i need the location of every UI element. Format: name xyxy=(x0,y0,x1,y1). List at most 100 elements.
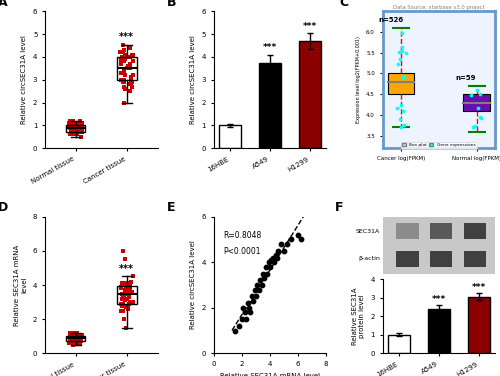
Text: n=59: n=59 xyxy=(456,75,476,81)
Point xyxy=(117,58,125,64)
Point xyxy=(127,77,135,83)
Point xyxy=(77,338,85,344)
Point xyxy=(120,316,128,322)
Point xyxy=(297,237,305,243)
Point xyxy=(252,293,260,299)
Point xyxy=(477,115,485,121)
Point xyxy=(126,54,134,60)
Point xyxy=(126,299,134,305)
Point xyxy=(70,340,78,346)
Point xyxy=(67,120,75,126)
Point xyxy=(120,79,128,85)
Point xyxy=(122,56,130,62)
Point xyxy=(76,338,84,344)
Y-axis label: Relative SEC31A mRNA
level: Relative SEC31A mRNA level xyxy=(14,244,28,326)
Bar xyxy=(259,63,281,148)
Point xyxy=(396,56,404,62)
Point xyxy=(121,72,129,78)
Point xyxy=(69,332,77,338)
Point xyxy=(120,292,128,298)
Point xyxy=(476,91,484,97)
Point xyxy=(74,340,82,346)
Point xyxy=(76,124,84,130)
Bar xyxy=(430,223,452,240)
Bar xyxy=(219,125,241,148)
Point xyxy=(123,282,131,288)
Point xyxy=(68,118,76,124)
Point xyxy=(124,63,132,69)
Point xyxy=(72,335,80,341)
Point xyxy=(240,305,248,311)
Point xyxy=(73,120,81,126)
Point xyxy=(121,86,129,92)
Point xyxy=(76,118,84,124)
Point xyxy=(245,305,253,311)
Point xyxy=(118,61,126,67)
Point xyxy=(73,127,81,133)
Point xyxy=(126,81,134,87)
Point xyxy=(118,280,126,286)
Point xyxy=(121,287,129,293)
Point xyxy=(76,337,84,343)
Point xyxy=(249,298,257,304)
Bar xyxy=(428,309,450,353)
Point xyxy=(68,122,76,128)
Point xyxy=(240,309,248,315)
Point xyxy=(69,129,77,135)
Text: D: D xyxy=(0,201,8,214)
Point xyxy=(66,122,74,128)
Point xyxy=(294,232,302,238)
Point xyxy=(73,127,81,133)
Legend: Box plot, Gene expressions: Box plot, Gene expressions xyxy=(401,142,476,149)
Point xyxy=(73,330,81,336)
Point xyxy=(69,118,77,124)
Text: ***: *** xyxy=(263,43,277,52)
Y-axis label: Relative circSEC31A level: Relative circSEC31A level xyxy=(22,35,28,124)
Point xyxy=(123,296,131,302)
Point xyxy=(262,264,270,270)
Point xyxy=(120,303,128,309)
Point xyxy=(71,124,79,130)
Point xyxy=(68,332,76,338)
Point xyxy=(254,287,263,293)
Point xyxy=(122,325,130,331)
Point xyxy=(399,108,407,114)
Point xyxy=(287,237,295,243)
Point xyxy=(69,127,77,133)
Point xyxy=(260,275,268,281)
Point xyxy=(244,300,252,306)
Point xyxy=(117,308,125,314)
Point xyxy=(67,334,75,340)
Point xyxy=(70,337,78,343)
Point xyxy=(68,334,76,340)
Point xyxy=(118,54,126,60)
Point xyxy=(67,122,75,128)
Point xyxy=(78,120,86,126)
Point xyxy=(77,127,85,133)
Text: R=0.8048: R=0.8048 xyxy=(223,232,261,241)
Point xyxy=(122,287,130,293)
Point xyxy=(124,54,132,60)
Text: SEC31A: SEC31A xyxy=(356,229,380,234)
Point xyxy=(124,63,132,69)
Point xyxy=(121,256,129,262)
Point xyxy=(124,291,132,297)
Point xyxy=(263,271,271,277)
Point xyxy=(270,259,278,265)
Point xyxy=(400,75,407,81)
Point xyxy=(71,338,79,344)
Point xyxy=(76,134,84,140)
Point xyxy=(280,248,288,254)
Point xyxy=(70,332,78,338)
Point xyxy=(396,49,404,55)
Point xyxy=(125,88,133,94)
Point xyxy=(69,342,77,348)
Text: E: E xyxy=(166,201,175,214)
Point xyxy=(126,61,134,67)
Point xyxy=(73,132,81,138)
Point xyxy=(120,77,128,83)
Point xyxy=(126,279,134,285)
Point xyxy=(72,122,80,128)
Text: β-actin: β-actin xyxy=(358,256,380,261)
Point xyxy=(73,334,81,340)
